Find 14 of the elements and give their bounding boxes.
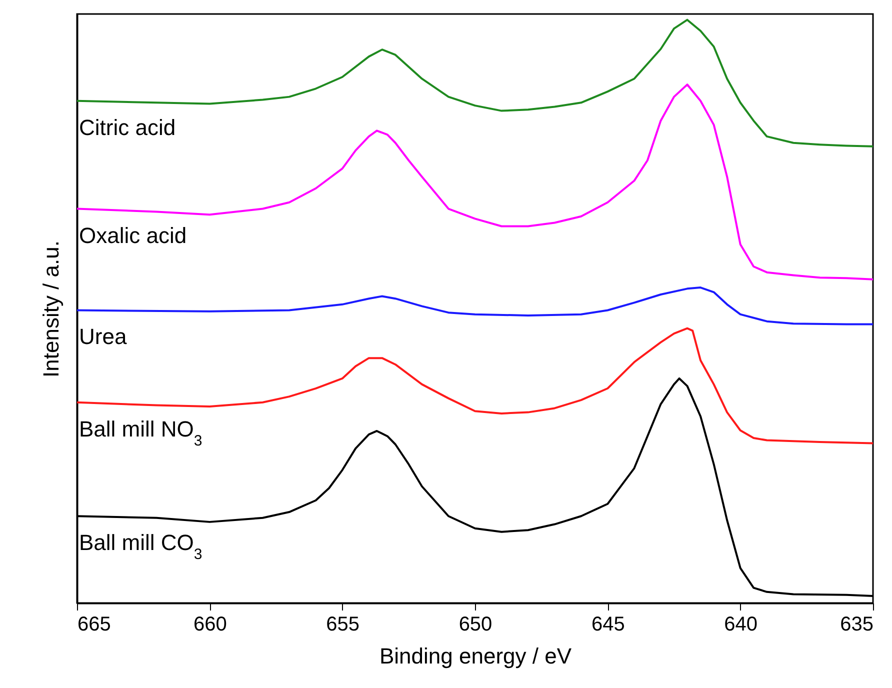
y-axis-title: Intensity / a.u. — [38, 240, 64, 378]
x-tick-label: 645 — [591, 614, 625, 636]
series-label: Ball mill NO$_{3}$ — [79, 416, 202, 449]
series-label: Citric acid — [79, 114, 176, 140]
series-label: Ball mill CO$_{3}$ — [79, 530, 202, 563]
x-tick-label: 655 — [326, 614, 360, 636]
x-tick-label: 640 — [724, 614, 758, 636]
x-tick-label: 660 — [193, 614, 227, 636]
x-tick-label: 635 — [840, 614, 874, 636]
series-label: Urea — [79, 324, 128, 350]
x-axis-title: Binding energy / eV — [379, 644, 572, 668]
series-label: Oxalic acid — [79, 222, 187, 248]
x-tick-label: 650 — [458, 614, 492, 636]
x-tick-label: 665 — [78, 614, 111, 636]
